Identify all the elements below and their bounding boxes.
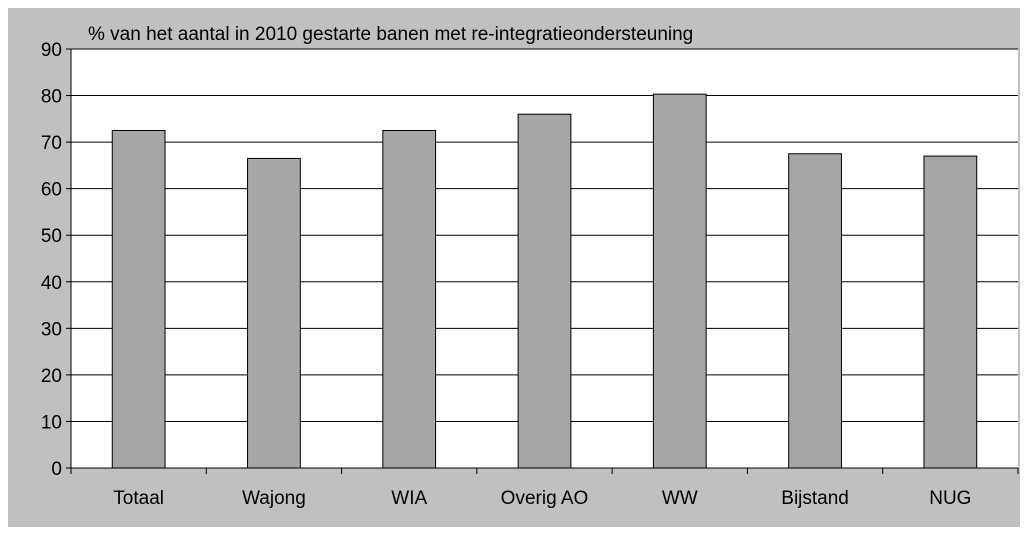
y-tick-label: 80 xyxy=(41,87,62,108)
axes xyxy=(66,48,1019,474)
bar-overig-ao xyxy=(517,113,572,469)
bar-nug xyxy=(923,155,978,469)
bar-wia xyxy=(382,129,437,469)
x-tick-label: Totaal xyxy=(113,488,164,509)
x-tick-label: NUG xyxy=(929,488,971,509)
x-tick-labels: Totaal Wajong WIA Overig AO WW Bijstand NUG xyxy=(113,488,971,509)
y-tick-label: 20 xyxy=(41,366,62,387)
x-tick-label: WW xyxy=(662,488,698,509)
y-tick-label: 50 xyxy=(41,226,62,247)
bar-ww xyxy=(652,93,707,469)
y-tick-labels: 0 10 20 30 40 50 60 70 80 90 xyxy=(41,40,62,480)
bars xyxy=(111,93,978,469)
y-tick-label: 40 xyxy=(41,273,62,294)
bar-bijstand xyxy=(788,153,842,469)
y-tick-label: 10 xyxy=(41,412,62,433)
y-tick-label: 30 xyxy=(41,319,62,340)
x-tick-label: Overig AO xyxy=(501,488,589,509)
y-tick-label: 60 xyxy=(41,180,62,201)
bar-wajong xyxy=(247,157,301,469)
chart-title: % van het aantal in 2010 gestarte banen … xyxy=(88,24,693,45)
x-tick-label: WIA xyxy=(391,488,427,509)
y-tick-label: 90 xyxy=(41,40,62,61)
x-tick-label: Wajong xyxy=(242,488,306,509)
y-tick-label: 0 xyxy=(51,459,62,480)
x-tick-label: Bijstand xyxy=(781,488,849,509)
bar-totaal xyxy=(111,129,166,469)
y-tick-label: 70 xyxy=(41,133,62,154)
